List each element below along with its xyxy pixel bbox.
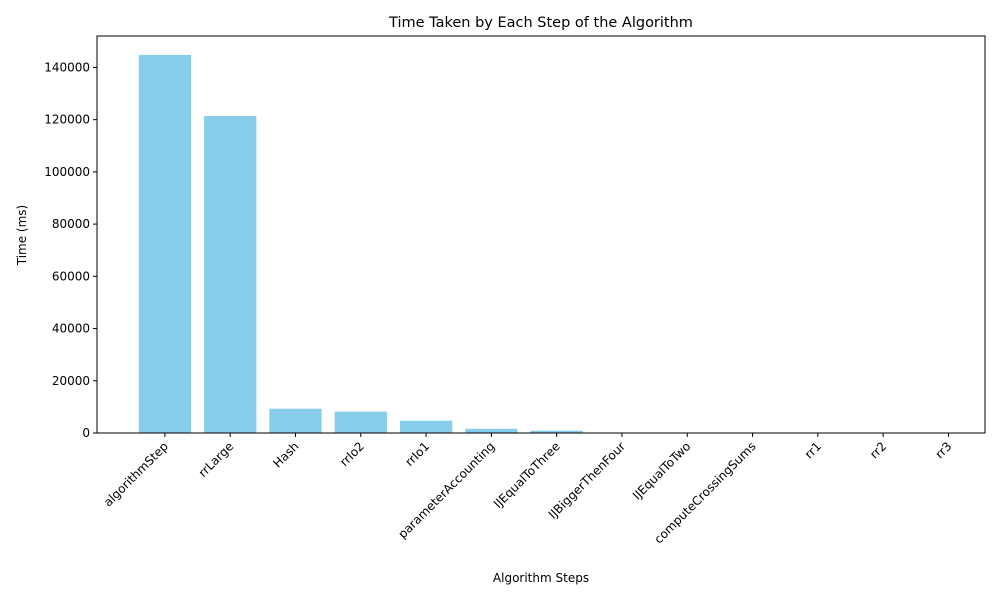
y-tick-label: 140000 <box>44 60 90 74</box>
y-tick-label: 80000 <box>52 217 90 231</box>
plot-frame <box>96 35 986 434</box>
y-tick-label: 20000 <box>52 374 90 388</box>
bar-algorithmStep <box>138 54 192 434</box>
bar-parameterAccounting <box>465 428 518 433</box>
bar-rrIo1 <box>399 420 453 433</box>
bars-group <box>138 54 975 434</box>
y-tick-label: 40000 <box>52 322 90 336</box>
bar-rrIo2 <box>334 411 387 433</box>
y-axis: 0 20000 40000 60000 80000 100000 120000 140000 <box>44 60 97 440</box>
y-axis-title: Time (ms) <box>15 205 29 267</box>
x-axis-title: Algorithm Steps <box>493 571 589 585</box>
y-tick-label: 60000 <box>52 269 90 283</box>
bar-rrLarge <box>204 116 257 433</box>
bar-IJEqualToThree <box>530 430 583 433</box>
chart-title: Time Taken by Each Step of the Algorithm <box>388 15 693 31</box>
bar-Hash <box>269 408 322 433</box>
y-tick-label: 0 <box>82 426 90 440</box>
y-tick-label: 120000 <box>44 113 90 127</box>
y-tick-label: 100000 <box>44 165 90 179</box>
